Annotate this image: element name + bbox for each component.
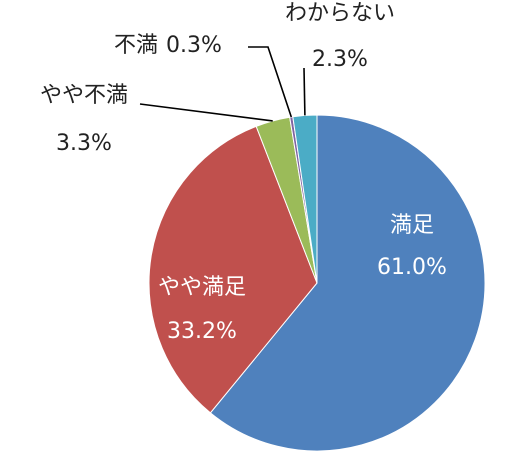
slice-value-dissatisfied: 0.3%	[166, 33, 222, 58]
pie-slice-satisfied	[209, 114, 486, 452]
slice-value-somewhat-satisfied: 33.2%	[167, 319, 237, 344]
slice-value-somewhat-dissatisfied: 3.3%	[56, 131, 112, 156]
slice-label-dissatisfied: 不満 0.3%	[114, 33, 222, 58]
leader-line-somewhat-dissatisfied	[139, 103, 273, 122]
slice-label-satisfied: 満足	[390, 213, 434, 238]
pie-slice-dont-know	[292, 114, 318, 284]
leader-line-dissatisfied	[248, 46, 293, 118]
slice-label-somewhat-dissatisfied: やや不満	[40, 83, 128, 108]
pie-slice-somewhat-satisfied	[148, 125, 318, 414]
leader-lines	[139, 46, 306, 122]
slice-name-dissatisfied: 不満	[114, 33, 158, 58]
leader-line-dont-know	[303, 67, 306, 116]
pie-slices	[148, 114, 486, 452]
slice-value-satisfied: 61.0%	[377, 255, 447, 280]
slice-label-somewhat-satisfied: やや満足	[158, 275, 246, 300]
slice-label-dont-know: わからない	[285, 1, 395, 26]
slice-value-dont-know: 2.3%	[312, 47, 368, 72]
